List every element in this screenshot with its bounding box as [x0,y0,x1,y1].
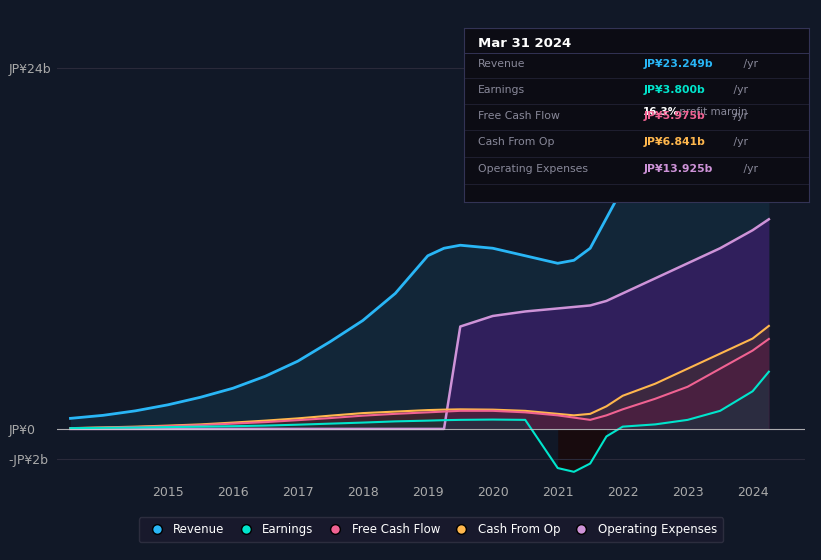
Text: Operating Expenses: Operating Expenses [478,164,588,174]
Text: Earnings: Earnings [478,85,525,95]
Text: 16.3%: 16.3% [643,107,680,117]
Text: JP¥5.975b: JP¥5.975b [643,111,705,122]
Text: JP¥13.925b: JP¥13.925b [643,164,713,174]
Text: /yr: /yr [730,137,748,147]
Text: /yr: /yr [740,59,758,69]
Text: Free Cash Flow: Free Cash Flow [478,111,560,122]
Text: JP¥3.800b: JP¥3.800b [643,85,705,95]
Legend: Revenue, Earnings, Free Cash Flow, Cash From Op, Operating Expenses: Revenue, Earnings, Free Cash Flow, Cash … [139,517,723,542]
Text: /yr: /yr [740,164,758,174]
Text: JP¥6.841b: JP¥6.841b [643,137,705,147]
Text: Revenue: Revenue [478,59,525,69]
Text: /yr: /yr [730,85,748,95]
Text: JP¥23.249b: JP¥23.249b [643,59,713,69]
Text: Mar 31 2024: Mar 31 2024 [478,37,571,50]
Text: profit margin: profit margin [676,107,747,117]
Text: Cash From Op: Cash From Op [478,137,554,147]
Text: /yr: /yr [730,111,748,122]
